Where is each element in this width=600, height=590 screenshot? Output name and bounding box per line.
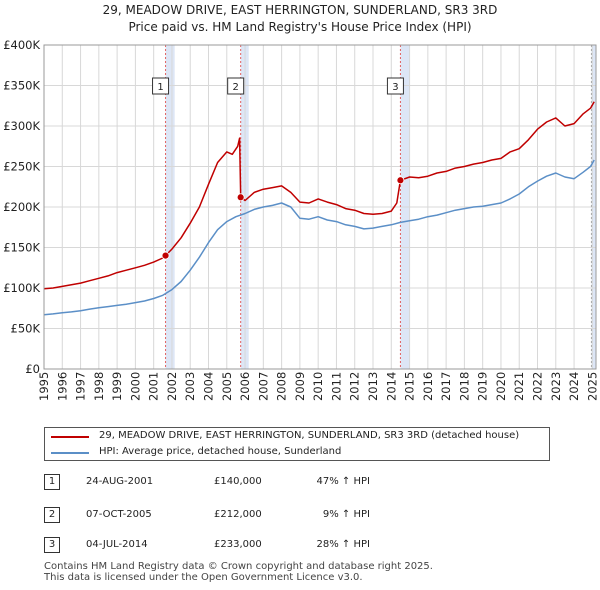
x-tick-label: 2017 — [439, 372, 453, 401]
event-label-box — [227, 77, 245, 95]
transaction-date: 04-JUL-2014 — [86, 539, 148, 550]
legend-label-hpi: HPI: Average price, detached house, Sund… — [99, 446, 342, 457]
x-tick-label: 2007 — [256, 372, 270, 401]
x-tick-label: 2015 — [403, 372, 417, 401]
x-tick-label: 2004 — [202, 372, 216, 401]
transaction-number: 3 — [44, 537, 60, 553]
transaction-row: 1 24-AUG-2001 £140,000 47% ↑ HPI — [0, 472, 600, 492]
series-line-property — [43, 101, 595, 290]
legend-swatch-property — [51, 436, 89, 438]
x-tick-label: 2009 — [293, 372, 307, 401]
transaction-hpi: 28% ↑ HPI — [316, 539, 370, 550]
x-tick-label: 2020 — [494, 372, 508, 401]
transaction-price: £233,000 — [214, 539, 262, 550]
x-tick-label: 2013 — [366, 372, 380, 401]
x-tick-label: 2008 — [275, 372, 289, 401]
x-tick-label: 2006 — [238, 372, 252, 401]
transaction-number: 1 — [44, 474, 60, 490]
price-chart: 29, MEADOW DRIVE, EAST HERRINGTON, SUNDE… — [3, 3, 599, 401]
series-line-hpi — [43, 159, 595, 316]
x-tick-label: 2010 — [311, 372, 325, 401]
sale-point — [161, 251, 170, 260]
x-tick-label: 2021 — [512, 372, 526, 401]
legend-item-property: 29, MEADOW DRIVE, EAST HERRINGTON, SUNDE… — [45, 428, 545, 444]
transaction-date: 07-OCT-2005 — [86, 509, 152, 520]
event-label-box — [152, 77, 170, 95]
legend: 29, MEADOW DRIVE, EAST HERRINGTON, SUNDE… — [44, 427, 550, 461]
x-tick-label: 2003 — [183, 372, 197, 401]
event-label-text: 3 — [392, 82, 398, 93]
x-tick-label: 1999 — [110, 372, 124, 401]
y-tick-label: £350K — [3, 79, 40, 93]
x-tick-label: 2022 — [531, 372, 545, 401]
x-tick-label: 2023 — [549, 372, 563, 401]
x-tick-label: 2024 — [567, 372, 581, 401]
transaction-hpi: 9% ↑ HPI — [322, 509, 370, 520]
x-tick-label: 2000 — [128, 372, 142, 401]
y-tick-label: £100K — [3, 281, 40, 295]
transaction-hpi: 47% ↑ HPI — [316, 476, 370, 487]
transaction-row: 2 07-OCT-2005 £212,000 9% ↑ HPI — [0, 505, 600, 525]
event-label-text: 1 — [157, 82, 163, 93]
x-tick-label: 2018 — [457, 372, 471, 401]
plot-area: 1 2 3 £0 £50K £100K £150K £200K £250K £300K £350K £… — [3, 38, 599, 401]
y-tick-label: £0 — [25, 362, 40, 376]
x-tick-label: 2025 — [585, 372, 599, 401]
footer-copyright: Contains HM Land Registry data © Crown c… — [44, 561, 433, 572]
transaction-price: £212,000 — [214, 509, 262, 520]
transaction-number: 2 — [44, 507, 60, 523]
legend-swatch-hpi — [51, 452, 89, 454]
x-tick-label: 1995 — [37, 372, 51, 401]
event-label-box — [386, 77, 404, 95]
y-tick-label: £400K — [3, 38, 40, 52]
x-tick-label: 2014 — [384, 372, 398, 401]
x-tick-label: 2001 — [147, 372, 161, 401]
sale-point — [236, 193, 245, 202]
x-tick-label: 2012 — [348, 372, 362, 401]
y-tick-label: £250K — [3, 160, 40, 174]
x-tick-label: 2011 — [329, 372, 343, 401]
footer-licence: This data is licensed under the Open Gov… — [44, 572, 363, 583]
footer: Contains HM Land Registry data © Crown c… — [44, 561, 433, 583]
legend-label-property: 29, MEADOW DRIVE, EAST HERRINGTON, SUNDE… — [99, 430, 520, 441]
x-tick-label: 2019 — [476, 372, 490, 401]
y-tick-label: £150K — [3, 241, 40, 255]
transaction-price: £140,000 — [214, 476, 262, 487]
chart-title: 29, MEADOW DRIVE, EAST HERRINGTON, SUNDE… — [103, 3, 498, 17]
x-tick-label: 2002 — [165, 372, 179, 401]
sale-point — [396, 176, 405, 185]
x-tick-label: 2016 — [421, 372, 435, 401]
x-tick-label: 1997 — [74, 372, 88, 401]
x-tick-label: 2005 — [220, 372, 234, 401]
y-tick-label: £50K — [11, 322, 41, 336]
chart-subtitle: Price paid vs. HM Land Registry's House … — [128, 20, 471, 34]
x-tick-label: 1998 — [92, 372, 106, 401]
transaction-date: 24-AUG-2001 — [86, 476, 154, 487]
plot-border — [43, 44, 597, 370]
legend-item-hpi: HPI: Average price, detached house, Sund… — [45, 444, 545, 460]
y-tick-label: £200K — [3, 200, 40, 214]
transaction-row: 3 04-JUL-2014 £233,000 28% ↑ HPI — [0, 535, 600, 555]
y-tick-label: £300K — [3, 119, 40, 133]
x-tick-label: 1996 — [55, 372, 69, 401]
event-label-text: 2 — [232, 82, 238, 93]
